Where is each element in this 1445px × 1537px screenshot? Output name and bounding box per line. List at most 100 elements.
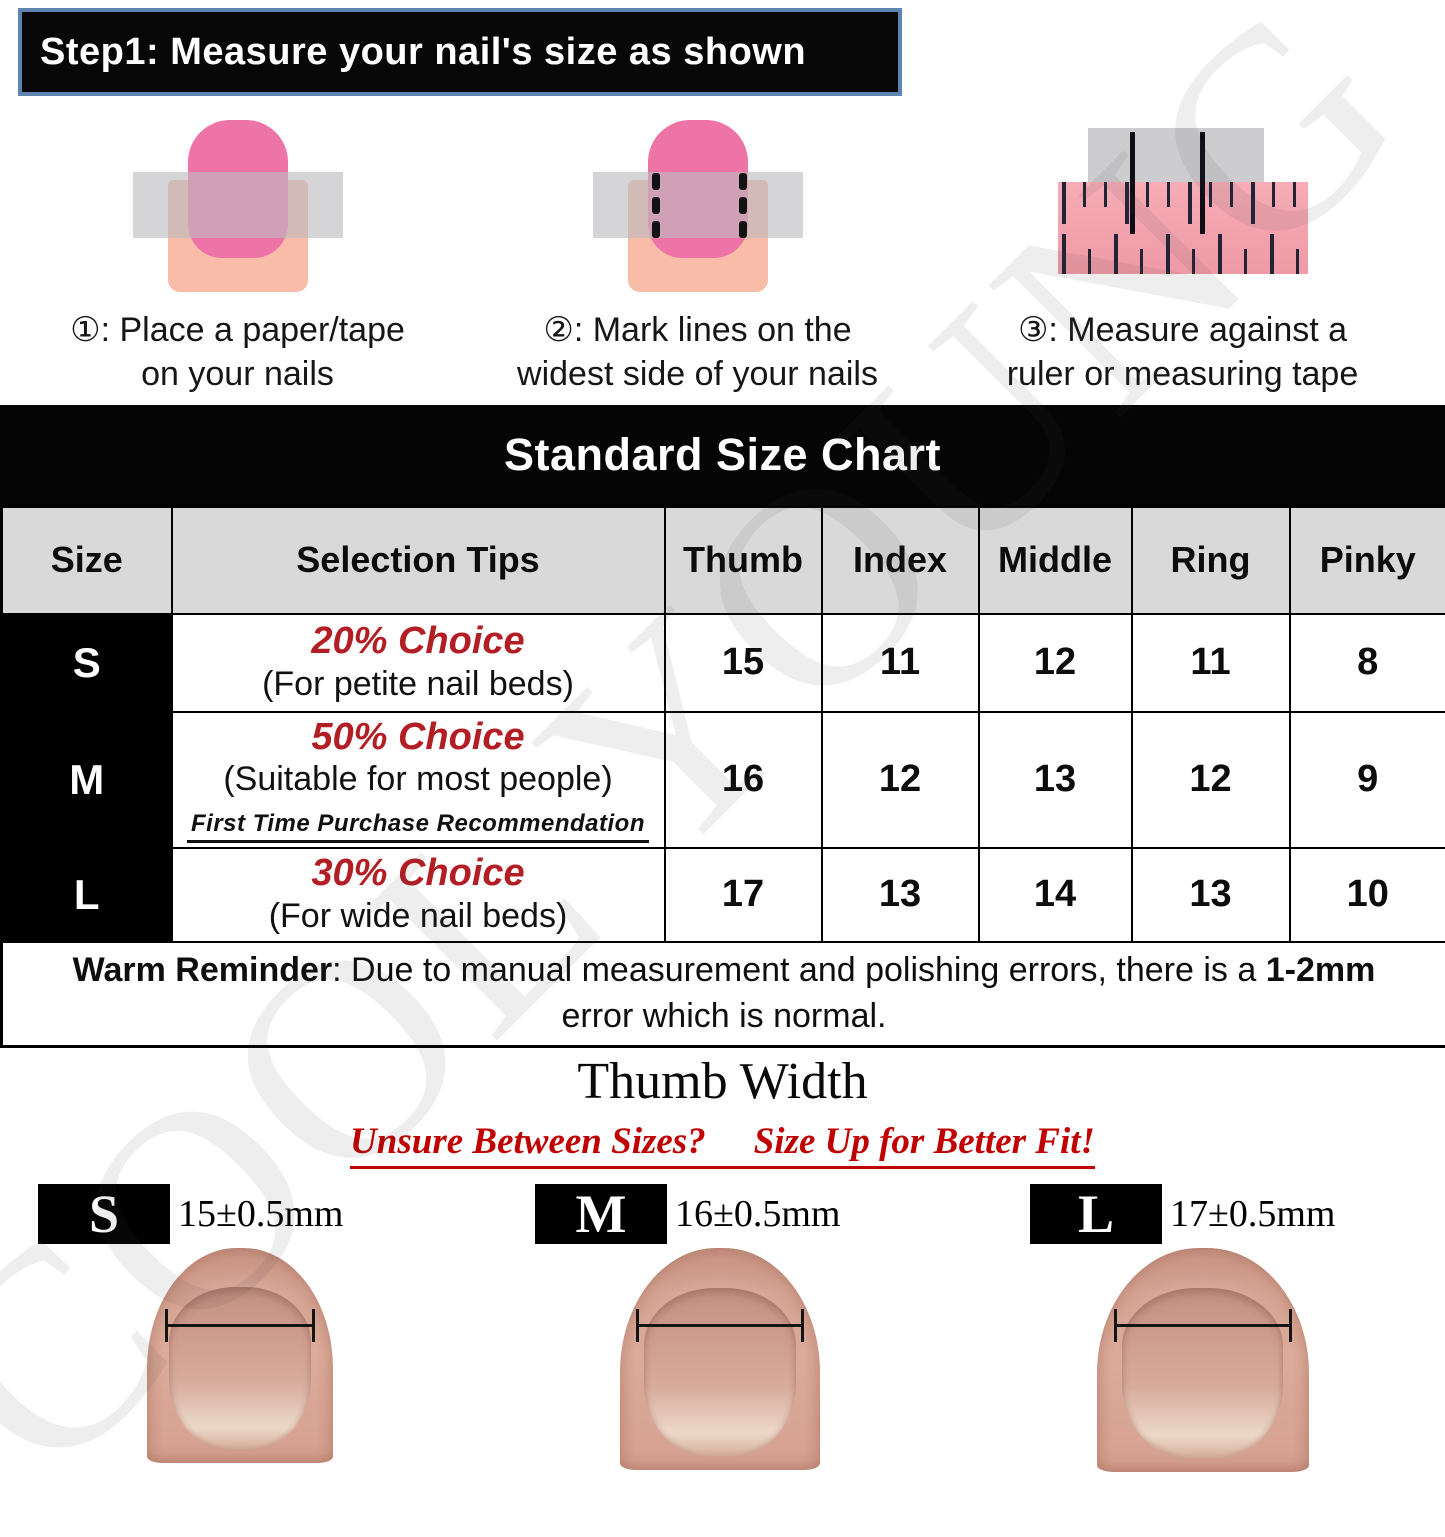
step-3-caption: ③: Measure against a ruler or measuring …	[1007, 308, 1359, 404]
tape-strip	[1088, 128, 1264, 186]
selection-tips-m: 50% Choice (Suitable for most people) Fi…	[172, 712, 665, 848]
measurement-m: 16±0.5mm	[675, 1192, 840, 1236]
subtitle-advice: Size Up for Better Fit!	[754, 1121, 1095, 1162]
thumb-panel-l: L 17±0.5mm	[960, 1180, 1445, 1445]
choice-percentage: 30% Choice	[173, 852, 664, 896]
column-header-pinky: Pinky	[1290, 507, 1445, 614]
thumb-size-panels: S 15±0.5mm M 16±0.5mm L 17±0.5mm	[0, 1180, 1445, 1445]
thumbnail-nail-l	[1122, 1288, 1283, 1458]
step-1-column: ①: Place a paper/tape on your nails	[0, 98, 475, 404]
tape-strip	[593, 172, 803, 238]
thumb-width-subtitle: Unsure Between Sizes? Size Up for Better …	[0, 1120, 1445, 1169]
thumb-photo-s	[147, 1248, 333, 1463]
value-m-middle: 13	[979, 712, 1132, 848]
step-3-column: ③: Measure against a ruler or measuring …	[920, 98, 1445, 404]
step-3-caption-line1: ③: Measure against a	[1007, 308, 1359, 352]
warm-reminder-bold-value: 1-2mm	[1266, 951, 1376, 989]
step-3-caption-line2: ruler or measuring tape	[1007, 352, 1359, 396]
nail-width-mark	[652, 221, 660, 238]
finger-tape-illustration	[133, 120, 343, 292]
selection-tips-s: 20% Choice (For petite nail beds)	[172, 614, 665, 712]
thumb-panel-m: M 16±0.5mm	[480, 1180, 960, 1445]
value-m-thumb: 16	[665, 712, 822, 848]
size-label-s: S	[2, 614, 172, 712]
table-row-size-m: M 50% Choice (Suitable for most people) …	[2, 712, 1445, 848]
choice-detail: (For wide nail beds)	[173, 896, 664, 937]
table-header-row: Size Selection Tips Thumb Index Middle R…	[2, 507, 1445, 614]
value-s-index: 11	[822, 614, 979, 712]
column-header-index: Index	[822, 507, 979, 614]
step-2-caption-line2: widest side of your nails	[517, 352, 878, 396]
measure-steps-row: ①: Place a paper/tape on your nails ②: M…	[0, 98, 1445, 404]
ruler-ticks-bottom-long	[1062, 234, 1304, 274]
measure-line-s	[165, 1324, 315, 1327]
ruler-illustration	[1058, 124, 1308, 292]
step1-header-bar: Step1: Measure your nail's size as shown	[18, 8, 902, 96]
choice-percentage: 50% Choice	[173, 716, 664, 760]
value-s-pinky: 8	[1290, 614, 1445, 712]
size-label-m: M	[2, 712, 172, 848]
standard-size-table: Size Selection Tips Thumb Index Middle R…	[0, 505, 1445, 1048]
size-box-s: S	[38, 1184, 170, 1244]
label-row-s: S 15±0.5mm	[0, 1180, 480, 1244]
warm-reminder-label: Warm Reminder	[73, 951, 332, 989]
step-1-caption: ①: Place a paper/tape on your nails	[70, 308, 405, 404]
nail-width-mark	[652, 173, 660, 190]
choice-detail: (For petite nail beds)	[173, 664, 664, 705]
step-1-caption-line1: ①: Place a paper/tape	[70, 308, 405, 352]
table-row-size-s: S 20% Choice (For petite nail beds) 15 1…	[2, 614, 1445, 712]
size-label-l: L	[2, 848, 172, 942]
warm-reminder-body2: error which is normal.	[562, 997, 887, 1035]
value-l-thumb: 17	[665, 848, 822, 942]
thumbnail-nail-m	[644, 1288, 796, 1457]
value-m-index: 12	[822, 712, 979, 848]
column-header-tips: Selection Tips	[172, 507, 665, 614]
step-1-caption-line2: on your nails	[70, 352, 405, 396]
table-row-size-l: L 30% Choice (For wide nail beds) 17 13 …	[2, 848, 1445, 942]
label-row-m: M 16±0.5mm	[480, 1180, 960, 1244]
measurement-l: 17±0.5mm	[1170, 1192, 1335, 1236]
column-header-size: Size	[2, 507, 172, 614]
value-s-middle: 12	[979, 614, 1132, 712]
subtitle-question: Unsure Between Sizes?	[350, 1121, 706, 1162]
size-chart-title: Standard Size Chart	[504, 429, 941, 481]
thumb-panel-s: S 15±0.5mm	[0, 1180, 480, 1445]
value-s-thumb: 15	[665, 614, 822, 712]
warm-reminder-row: Warm Reminder: Due to manual measurement…	[2, 942, 1445, 1047]
warm-reminder-text: Warm Reminder: Due to manual measurement…	[52, 948, 1397, 1040]
choice-detail: (Suitable for most people)	[173, 759, 664, 800]
thumb-photo-l	[1097, 1248, 1309, 1472]
measure-line-l	[1114, 1324, 1292, 1327]
value-s-ring: 11	[1132, 614, 1290, 712]
measurement-s: 15±0.5mm	[178, 1192, 343, 1236]
size-box-m: M	[535, 1184, 667, 1244]
thumbnail-nail-s	[169, 1287, 310, 1450]
thumb-width-title: Thumb Width	[0, 1052, 1445, 1111]
ruler-ticks-top-long	[1062, 182, 1304, 224]
subtitle-underlined: Unsure Between Sizes? Size Up for Better …	[350, 1120, 1095, 1169]
choice-percentage: 20% Choice	[173, 620, 664, 664]
first-time-note: First Time Purchase Recommendation	[187, 806, 649, 843]
finger-marked-illustration	[593, 120, 803, 292]
selection-tips-l: 30% Choice (For wide nail beds)	[172, 848, 665, 942]
warm-reminder-cell: Warm Reminder: Due to manual measurement…	[2, 942, 1445, 1047]
value-m-ring: 12	[1132, 712, 1290, 848]
value-m-pinky: 9	[1290, 712, 1445, 848]
size-box-l: L	[1030, 1184, 1162, 1244]
measured-mark-line	[1130, 132, 1135, 234]
measure-line-m	[636, 1324, 804, 1327]
value-l-pinky: 10	[1290, 848, 1445, 942]
value-l-ring: 13	[1132, 848, 1290, 942]
size-guide-infographic: { "header": { "title": "Step1: Measure y…	[0, 0, 1445, 1445]
thumb-photo-m	[620, 1248, 820, 1470]
measured-mark-line	[1200, 132, 1205, 234]
nail-width-mark	[652, 197, 660, 214]
value-l-middle: 14	[979, 848, 1132, 942]
ruler-shape	[1058, 182, 1308, 274]
step-2-caption: ②: Mark lines on the widest side of your…	[517, 308, 878, 404]
nail-width-mark	[739, 197, 747, 214]
label-row-l: L 17±0.5mm	[960, 1180, 1445, 1244]
nail-width-mark	[739, 221, 747, 238]
column-header-middle: Middle	[979, 507, 1132, 614]
column-header-ring: Ring	[1132, 507, 1290, 614]
